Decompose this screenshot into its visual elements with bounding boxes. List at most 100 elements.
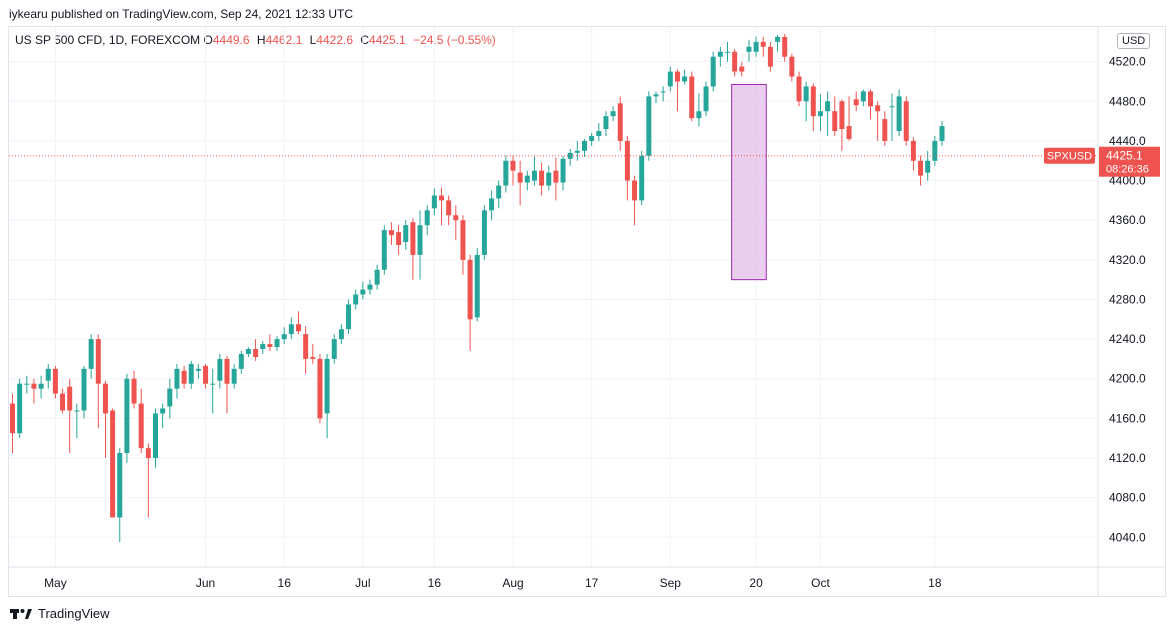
- candle-body: [646, 96, 652, 156]
- y-tick-label: 4240.0: [1109, 332, 1146, 346]
- candle-body: [45, 368, 51, 381]
- price-tag-bg: [1099, 146, 1160, 177]
- candle-body: [238, 353, 244, 369]
- candle-body: [524, 175, 530, 183]
- symbol-tag: SPXUSD: [1047, 151, 1092, 163]
- high-label: H: [256, 33, 266, 47]
- candle-body: [732, 51, 738, 72]
- candle-body: [603, 116, 609, 130]
- tradingview-brand: TradingView: [10, 606, 110, 621]
- candle-body: [539, 170, 545, 186]
- candle-body: [453, 215, 459, 221]
- candle-body: [367, 284, 373, 290]
- y-tick-label: 4520.0: [1109, 55, 1146, 69]
- candle-body: [739, 66, 745, 72]
- ohlc-legend: US SP 500 CFD, 1D, FOREXCOM O4449.6 H446…: [15, 33, 500, 47]
- low-label: L: [309, 33, 317, 47]
- candle-body: [696, 111, 702, 119]
- candle-body: [31, 383, 37, 389]
- candle-body: [846, 126, 852, 139]
- candle-body: [138, 403, 144, 449]
- candle-body: [882, 119, 888, 141]
- y-tick-label: 4160.0: [1109, 411, 1146, 425]
- candle-body: [224, 358, 230, 384]
- candle-body: [717, 51, 723, 57]
- candle-body: [217, 358, 223, 381]
- chart-frame: [8, 26, 1166, 597]
- candle-body: [81, 368, 87, 411]
- candle-body: [167, 388, 173, 407]
- candle-body: [910, 140, 916, 161]
- price-tag-value: 4425.1: [1106, 149, 1143, 163]
- candle-body: [388, 230, 394, 236]
- candle-body: [417, 225, 423, 255]
- x-tick-label: Jun: [196, 576, 215, 590]
- candle-body: [439, 195, 444, 201]
- open-value: 4449.6: [212, 33, 250, 47]
- candle-body: [574, 150, 580, 153]
- candle-body: [446, 200, 452, 216]
- candle-body: [203, 365, 209, 384]
- candle-body: [589, 135, 595, 141]
- candle-body: [703, 86, 709, 112]
- candle-body: [24, 383, 30, 385]
- candle-body: [860, 91, 866, 102]
- candle-body: [396, 232, 402, 245]
- x-tick-label: 16: [428, 576, 442, 590]
- candle-body: [353, 294, 359, 305]
- candle-body: [253, 349, 259, 357]
- candle-body: [52, 368, 58, 394]
- candle-body: [489, 198, 495, 211]
- candle-body: [510, 160, 516, 171]
- candle-body: [360, 289, 366, 295]
- candle-body: [817, 111, 823, 117]
- x-tick-label: 16: [278, 576, 292, 590]
- candle-body: [324, 358, 330, 414]
- candle-body: [431, 195, 437, 209]
- candle-body: [753, 41, 759, 52]
- open-label: O: [203, 33, 213, 47]
- candle-body: [531, 170, 537, 181]
- y-tick-label: 4040.0: [1109, 530, 1146, 544]
- candle-body: [231, 368, 237, 384]
- candle-body: [245, 349, 251, 354]
- y-tick-label: 4320.0: [1109, 253, 1146, 267]
- candle-body: [639, 155, 645, 201]
- change-value: −24.5 (−0.55%): [413, 33, 496, 47]
- candle-body: [303, 334, 309, 359]
- candle-body: [503, 160, 509, 186]
- candle-body: [174, 368, 180, 389]
- published-caption: iykearu published on TradingView.com, Se…: [9, 7, 353, 21]
- candle-body: [95, 339, 101, 384]
- candle-body: [803, 86, 809, 102]
- candle-body: [267, 344, 273, 348]
- candle-body: [338, 329, 344, 340]
- currency-button[interactable]: USD: [1117, 33, 1151, 49]
- candle-body: [474, 254, 480, 318]
- highlight-box: [731, 83, 767, 281]
- candle-body: [131, 378, 137, 404]
- candle-body: [782, 36, 788, 57]
- candle-body: [889, 106, 895, 108]
- candle-body: [682, 76, 688, 82]
- candle-body: [825, 101, 831, 112]
- candle-body: [317, 358, 323, 419]
- candle-body: [403, 225, 409, 243]
- candle-body: [868, 91, 873, 107]
- candle-body: [932, 140, 938, 161]
- candle-body: [546, 172, 552, 186]
- candle-body: [195, 368, 201, 371]
- candle-body: [939, 126, 945, 141]
- close-label: C: [360, 33, 370, 47]
- candle-body: [925, 160, 931, 173]
- candle-body: [767, 46, 773, 67]
- x-tick-label: Sep: [660, 576, 682, 590]
- candle-body: [424, 210, 430, 226]
- candle-body: [810, 86, 816, 117]
- candle-body: [789, 56, 795, 77]
- candle-body: [903, 101, 909, 141]
- price-tag-countdown: 08:26:36: [1106, 164, 1149, 176]
- candle-body: [10, 403, 15, 434]
- candle-body: [17, 383, 23, 434]
